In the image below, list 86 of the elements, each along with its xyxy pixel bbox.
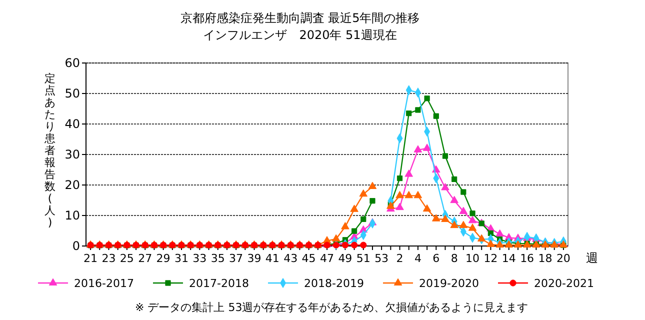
x-tick-label: 20 <box>556 252 570 265</box>
point <box>414 190 422 198</box>
x-tick-label: 51 <box>356 252 370 265</box>
point <box>468 224 477 231</box>
y-tick-label: 0 <box>72 239 80 254</box>
point <box>396 190 404 198</box>
x-tick-label: 8 <box>450 252 458 265</box>
point <box>332 234 340 242</box>
point <box>351 228 358 234</box>
x-tick-label: 29 <box>156 252 170 265</box>
point <box>496 229 504 237</box>
x-tick-label: 16 <box>520 252 534 265</box>
legend-label: 2018-2019 <box>304 276 364 290</box>
chart-subtitle: インフルエンザ 2020年 51週現在 <box>203 28 397 42</box>
x-tick-label: 33 <box>192 252 207 265</box>
point <box>422 144 432 151</box>
point <box>368 182 377 190</box>
text: ※ データの集計上 53週が存在する年があるため、欠損値があるように見えます <box>135 301 528 314</box>
point <box>415 107 421 113</box>
y-tick-label: 10 <box>64 208 80 223</box>
x-tick-label: 41 <box>265 252 280 265</box>
point <box>441 183 450 190</box>
point <box>486 240 495 247</box>
point <box>452 176 458 182</box>
text: 定点あたり患者報告数(人) <box>44 72 56 229</box>
y-tick-label: 40 <box>64 117 80 132</box>
point <box>360 216 366 222</box>
point <box>459 220 468 228</box>
point <box>504 240 514 248</box>
x-tick-label: 39 <box>247 252 262 265</box>
x-tick-label: 43 <box>284 252 298 265</box>
y-tick-label: 60 <box>64 56 80 70</box>
point <box>359 189 368 197</box>
x-tick-label: 14 <box>502 252 516 265</box>
x-tick-label: 21 <box>84 252 98 265</box>
point <box>404 170 413 177</box>
x-tick-label: 45 <box>302 252 316 265</box>
y-tick-label: 30 <box>64 148 80 162</box>
y-tick-label: 50 <box>64 86 80 101</box>
x-tick-label: 53 <box>374 252 389 265</box>
x-axis-title: 週 <box>586 251 598 265</box>
point <box>450 196 458 204</box>
point <box>432 214 440 222</box>
point <box>460 189 466 195</box>
point <box>370 198 376 204</box>
point <box>470 210 476 216</box>
chart-title: 京都府感染症発生動向調査 最近5年間の推移 <box>180 11 420 25</box>
x-tick-label: 37 <box>229 252 244 265</box>
point <box>341 222 350 230</box>
point <box>404 190 413 198</box>
point <box>414 145 422 152</box>
x-tick-label: 23 <box>102 252 116 265</box>
point <box>396 175 403 182</box>
point <box>468 216 477 224</box>
legend-label: 2020-2021 <box>534 276 594 290</box>
point <box>396 202 404 210</box>
point <box>342 242 349 248</box>
legend-label: 2017-2018 <box>189 276 249 290</box>
x-tick-label: 2 <box>396 252 404 265</box>
point <box>406 110 412 116</box>
point <box>459 206 468 214</box>
point <box>350 242 358 248</box>
point <box>496 240 504 248</box>
x-tick-label: 27 <box>138 252 152 265</box>
point <box>360 242 367 248</box>
x-tick-label: 10 <box>466 252 480 265</box>
point <box>441 214 450 222</box>
point <box>422 204 432 212</box>
point <box>450 220 458 228</box>
x-tick-label: 4 <box>414 252 422 265</box>
x-tick-label: 12 <box>484 252 498 265</box>
legend-label: 2019-2020 <box>419 276 479 290</box>
x-tick-label: 18 <box>538 252 552 265</box>
point <box>442 153 448 159</box>
y-tick-label: 20 <box>64 178 80 192</box>
legend-label: 2016-2017 <box>74 276 134 290</box>
x-tick-label: 25 <box>120 252 134 265</box>
x-tick-label: 47 <box>320 252 334 265</box>
x-tick-label: 35 <box>210 252 225 265</box>
point <box>424 96 430 102</box>
point <box>477 234 486 242</box>
point <box>350 204 358 212</box>
x-tick-label: 31 <box>174 252 188 265</box>
x-tick-label: 49 <box>338 252 352 265</box>
point <box>433 113 439 119</box>
x-tick-label: 6 <box>432 252 440 265</box>
